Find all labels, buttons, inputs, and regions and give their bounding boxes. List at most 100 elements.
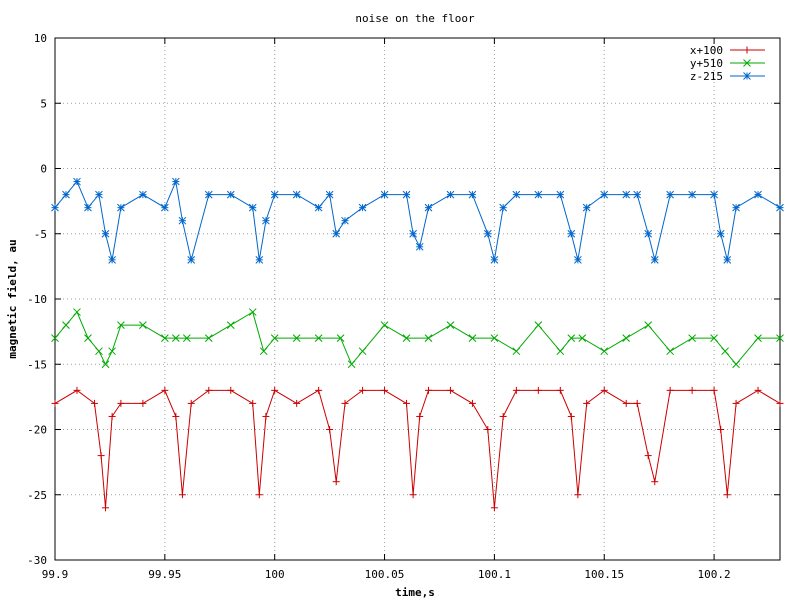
data-point — [717, 426, 725, 433]
y-tick-label: -5 — [34, 228, 47, 241]
data-point — [633, 190, 642, 199]
data-point — [255, 255, 264, 264]
legend-entry: x+100 — [690, 44, 765, 57]
data-point — [600, 347, 609, 356]
series-layer — [51, 177, 784, 512]
data-point — [101, 229, 110, 238]
data-point — [644, 321, 653, 329]
data-point — [160, 203, 169, 212]
data-point — [743, 59, 751, 67]
data-point — [73, 308, 81, 316]
data-point — [315, 386, 323, 394]
data-point — [227, 386, 235, 394]
data-point — [336, 334, 345, 343]
data-point — [499, 203, 508, 212]
data-point — [171, 177, 180, 186]
y-tick-label: 0 — [40, 163, 47, 176]
data-point — [270, 190, 279, 199]
data-point — [578, 334, 587, 343]
data-point — [226, 190, 235, 199]
x-axis-label: time,s — [395, 586, 435, 599]
legend-label: y+510 — [690, 57, 723, 70]
data-point — [187, 255, 196, 264]
data-point — [139, 399, 147, 407]
data-point — [91, 399, 99, 407]
data-point — [416, 412, 424, 420]
data-point — [325, 190, 334, 199]
data-point — [468, 334, 477, 343]
series-y+510 — [51, 308, 784, 369]
data-point — [84, 203, 92, 212]
data-point — [102, 504, 110, 512]
data-point — [409, 491, 417, 499]
data-point — [380, 321, 389, 329]
data-point — [84, 334, 92, 343]
x-tick-label: 100.05 — [365, 568, 405, 581]
data-point — [556, 347, 565, 356]
data-point — [358, 347, 367, 356]
data-point — [172, 412, 180, 420]
data-point — [73, 177, 81, 186]
legend-label: z-215 — [690, 70, 723, 83]
data-point — [326, 426, 334, 433]
data-point — [62, 321, 70, 329]
series-line — [54, 179, 781, 261]
data-point — [732, 203, 740, 212]
data-point — [732, 399, 740, 407]
y-tick-label: 10 — [34, 32, 47, 45]
data-point — [248, 308, 257, 316]
grid-layer — [55, 38, 780, 560]
data-point — [567, 412, 575, 420]
data-point — [600, 386, 608, 394]
data-point — [62, 190, 70, 199]
data-point — [567, 334, 576, 343]
data-point — [732, 360, 740, 369]
data-point — [716, 229, 725, 238]
data-point — [255, 491, 263, 499]
data-point — [499, 412, 507, 420]
data-point — [743, 72, 751, 80]
data-point — [776, 203, 784, 212]
y-tick-label: -10 — [27, 293, 47, 306]
data-point — [204, 334, 213, 343]
data-point — [108, 255, 116, 264]
data-point — [117, 203, 125, 212]
data-point — [600, 190, 609, 199]
data-point — [205, 386, 213, 394]
data-point — [446, 321, 455, 329]
data-point — [567, 229, 576, 238]
data-point — [262, 216, 270, 225]
data-point — [484, 426, 492, 433]
x-tick-label: 100.15 — [584, 568, 624, 581]
data-point — [358, 203, 367, 212]
data-point — [512, 190, 521, 199]
y-tick-label: -20 — [27, 424, 47, 437]
data-point — [403, 399, 411, 407]
data-point — [723, 255, 732, 264]
data-point — [490, 504, 498, 512]
data-point — [409, 229, 417, 238]
data-point — [512, 386, 520, 394]
x-tick-label: 100 — [265, 568, 285, 581]
data-point — [171, 334, 180, 343]
data-point — [721, 347, 729, 356]
data-point — [710, 190, 718, 199]
data-point — [332, 478, 340, 486]
data-point — [468, 190, 477, 199]
data-point — [446, 190, 455, 199]
data-point — [490, 334, 499, 343]
data-point — [582, 203, 591, 212]
data-point — [644, 452, 652, 460]
series-x+100 — [51, 386, 784, 512]
data-point — [710, 386, 718, 394]
data-point — [139, 190, 147, 199]
y-tick-label: -30 — [27, 554, 47, 567]
data-point — [534, 386, 542, 394]
data-point — [574, 491, 582, 499]
data-point — [723, 491, 731, 499]
data-point — [644, 229, 653, 238]
data-point — [380, 190, 389, 199]
series-z-215 — [51, 177, 784, 264]
data-point — [754, 190, 762, 199]
data-point — [347, 360, 356, 369]
